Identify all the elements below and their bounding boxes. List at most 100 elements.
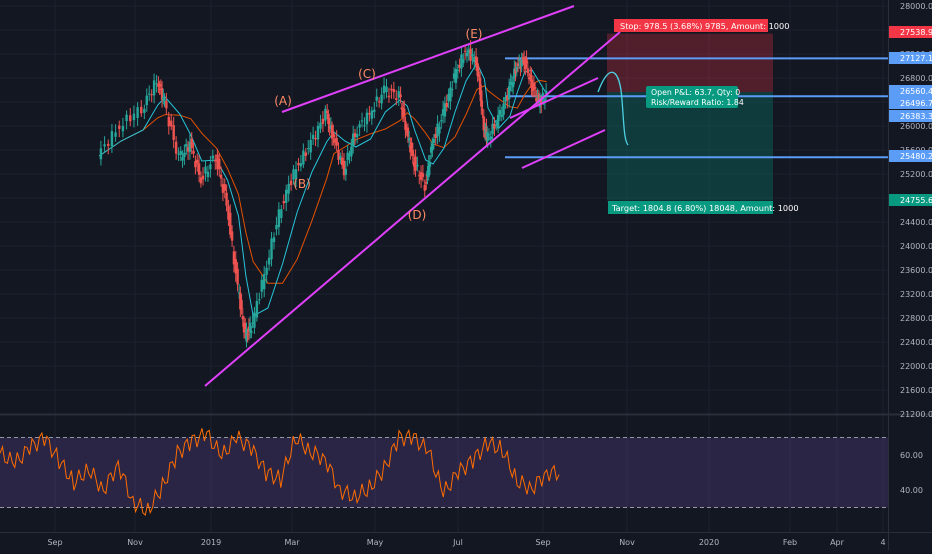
candle-body [360,120,364,122]
candle-body [270,238,273,260]
target-zone [607,92,773,201]
candle-body [152,80,156,96]
projection-curve [597,71,629,146]
candle-body [414,156,417,171]
candle-body [427,161,430,177]
channel-upper-line [509,77,599,119]
candle-body [543,99,547,103]
candle-body [114,132,117,137]
moving-average-fast [98,61,548,317]
time-tick-label: Apr [830,538,845,547]
candle-body [246,334,249,336]
time-tick-label: May [367,538,384,547]
candle-body [532,82,536,91]
candle-body [440,120,443,122]
price-tick-label: 24000.0 [900,242,932,251]
candle-body [199,177,203,184]
candle-body [148,93,151,95]
candle-body [277,209,281,228]
candle-body [225,192,228,206]
pnl-box [646,86,738,108]
candle-body [478,77,482,95]
candle-body [219,174,223,179]
candle-body [447,94,450,101]
candle-body [540,100,543,105]
stop-label-box [614,19,768,32]
candle-body [255,301,259,318]
candle-body [194,161,197,168]
time-tick-label: 2020 [699,538,719,547]
candle-body [245,328,248,342]
time-tick-label: Feb [783,538,797,547]
candle-body [426,170,429,177]
price-tag [889,150,932,162]
price-tick-label: 22800.0 [900,314,932,323]
candle-body [363,125,366,127]
price-tag [889,194,932,206]
candle-body [407,138,411,141]
candle-body [480,90,483,107]
candle-body [344,168,348,175]
candle-body [351,133,355,147]
candle-body [163,98,166,101]
candle-body [297,162,300,166]
candle-body [527,77,531,80]
candle-body [160,87,164,100]
candle-body [375,96,378,101]
candle-body [209,164,212,170]
candle-body [491,123,494,135]
candle-body [482,116,485,131]
time-tick-label: Mar [284,538,300,547]
candle-body [537,93,540,101]
candle-body [473,56,476,63]
price-tag-label: 26383.3 [900,112,932,121]
candle-body [418,175,421,177]
candle-body [445,102,448,108]
candle-body [307,148,310,150]
rsi-band-fill [0,437,888,508]
candle-body [368,113,371,115]
candle-body [502,103,505,115]
pnl-box-line: Risk/Reward Ratio: 1.84 [651,98,744,107]
candle-body [316,125,320,140]
candle-body [186,147,190,152]
price-tick-label: 23600.0 [900,266,932,275]
candle-body [327,113,330,125]
candle-body [353,133,357,137]
price-tick-label: 22400.0 [900,338,932,347]
candle-body [506,96,509,101]
candle-body [314,137,317,140]
candle-body [411,149,415,157]
candle-body [462,59,465,64]
price-tag-label: 27538.9 [900,28,932,37]
candle-body [221,184,225,193]
candle-body [267,257,271,265]
candle-body [495,124,498,126]
candle-body [406,127,410,137]
candle-body [218,159,221,170]
candle-body [385,86,388,93]
candle-body [509,81,512,86]
candle-body [451,89,454,91]
candle-body [483,126,486,133]
candle-body [529,74,532,76]
candle-body [227,206,230,220]
candle-body [469,48,472,61]
candle-body [339,156,342,160]
candle-body [234,259,237,274]
candle-body [337,149,340,160]
candle-body [129,115,132,122]
candle-body [167,116,170,127]
candle-body [390,88,393,91]
candle-body [248,322,252,332]
candle-body [436,123,439,137]
candle-body [196,159,199,164]
candle-body [197,163,201,175]
candle-body [477,74,481,78]
candle-body [452,73,456,79]
candle-body [143,108,146,113]
price-tick-label: 24400.0 [900,218,932,227]
candle-body [510,82,514,85]
